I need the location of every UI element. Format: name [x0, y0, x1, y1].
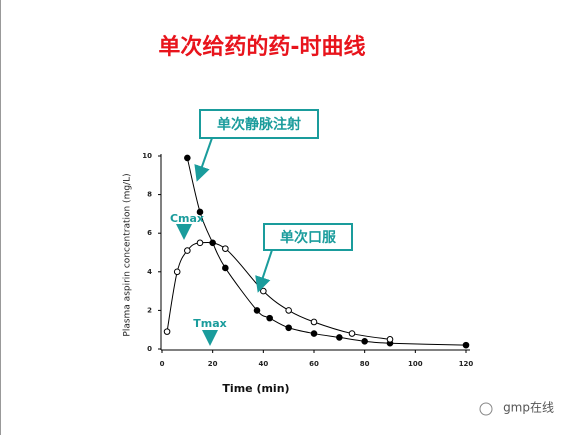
data-point [386, 336, 394, 343]
y-axis-title: Plasma aspirin concentration (mg/L) [123, 173, 133, 336]
data-point [163, 328, 171, 335]
data-point [196, 208, 204, 216]
annotation: Cmax [170, 212, 204, 225]
legend-label: 单次口服 [280, 229, 337, 246]
data-point [184, 247, 191, 254]
data-point [361, 337, 368, 345]
y-tick-label: 0 [147, 345, 152, 353]
legend-box [199, 109, 319, 139]
x-tick-label: 20 [208, 360, 218, 368]
callout-arrow [194, 137, 213, 182]
watermark: gmp在线 [503, 401, 554, 415]
legend-label: 单次静脉注射 [217, 116, 301, 133]
x-tick-label: 100 [408, 360, 423, 368]
y-tick-label: 6 [147, 229, 152, 237]
annotation: Tmax [193, 317, 226, 330]
series-line [166, 241, 391, 340]
data-point [348, 330, 356, 337]
data-point [310, 330, 318, 337]
data-point [336, 334, 343, 341]
x-tick-label: 60 [309, 360, 319, 368]
data-point [222, 264, 229, 272]
x-axis-title: Time (min) [222, 382, 289, 395]
data-point [285, 324, 292, 332]
chart-title: 单次给药的药-时曲线 [158, 34, 365, 60]
x-tick-label: 80 [360, 360, 370, 368]
legend-box [263, 223, 353, 251]
x-tick-label: 120 [459, 360, 474, 368]
data-point [266, 314, 273, 322]
x-tick-label: 40 [258, 360, 268, 368]
data-point [310, 318, 318, 326]
data-point [173, 268, 181, 276]
y-tick-label: 4 [147, 268, 152, 276]
x-tick-label: 0 [160, 360, 165, 368]
y-tick-label: 8 [147, 191, 152, 199]
watermark-icon [479, 402, 493, 416]
data-point [222, 245, 229, 252]
callout-arrow [255, 249, 273, 293]
data-point [285, 307, 292, 314]
data-point [462, 341, 470, 349]
y-tick-label: 10 [142, 152, 152, 160]
y-tick-label: 2 [147, 306, 152, 314]
data-point [196, 239, 204, 247]
data-point [253, 307, 261, 314]
data-point [260, 287, 267, 295]
data-point [184, 154, 191, 162]
